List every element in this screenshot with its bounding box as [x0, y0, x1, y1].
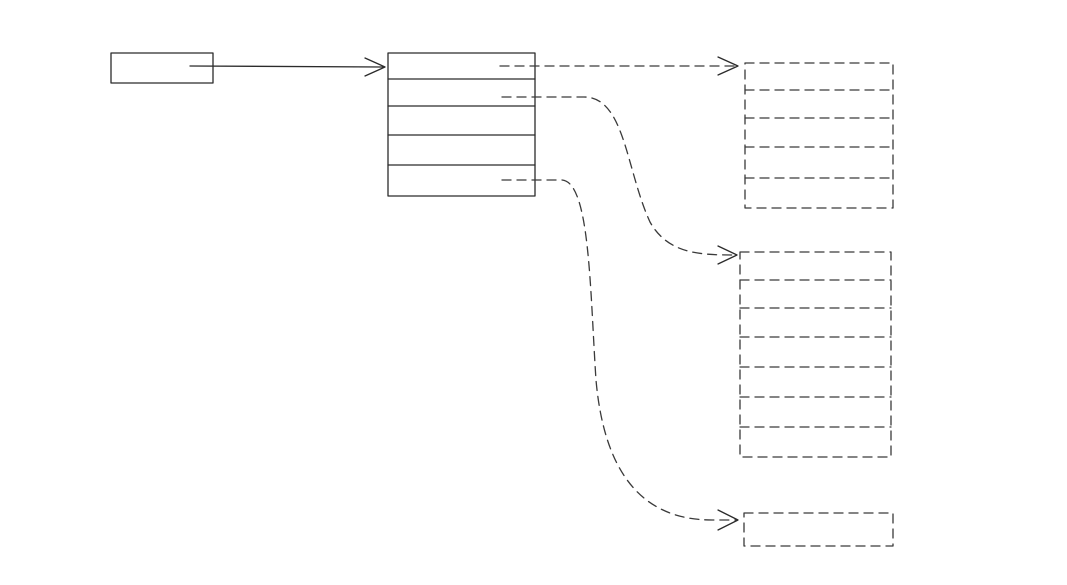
pointer-cell-box	[110, 52, 214, 84]
outer-array[interactable]	[387, 52, 536, 197]
pointer-arrow-line	[189, 65, 385, 68]
dashed-arrow-2	[501, 96, 738, 265]
outer-array-box	[387, 52, 536, 197]
pointer-arrowhead	[364, 57, 386, 77]
inner-array-1-box	[744, 62, 894, 209]
dashed-arrow-1-head	[717, 56, 739, 76]
inner-array-3-box	[743, 512, 894, 547]
dashed-arrow-2-curve	[501, 96, 736, 256]
inner-array-1[interactable]	[744, 62, 894, 209]
pointer-cell[interactable]	[110, 52, 214, 84]
dashed-arrow-3-head	[717, 509, 739, 531]
dashed-arrow-3	[501, 179, 739, 531]
dashed-arrow-1	[499, 56, 739, 76]
inner-array-3[interactable]	[743, 512, 894, 547]
inner-array-2[interactable]	[739, 251, 892, 458]
dashed-arrow-2-head	[717, 245, 738, 265]
dashed-arrow-3-curve	[501, 179, 737, 521]
inner-array-2-box	[739, 251, 892, 458]
pointer-arrow	[189, 57, 386, 77]
